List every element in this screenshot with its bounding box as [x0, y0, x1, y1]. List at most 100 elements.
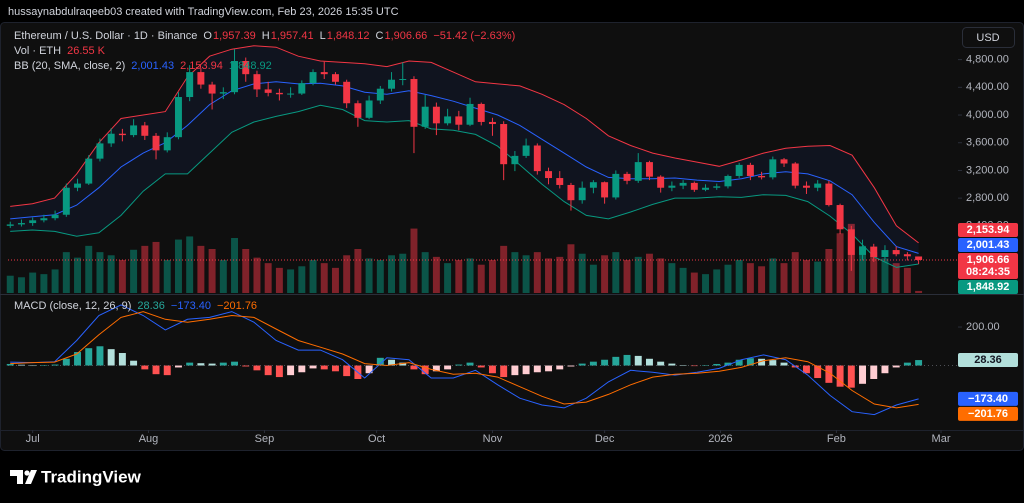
volume-bar — [6, 275, 14, 293]
candle-body — [320, 72, 328, 75]
legend-item: C — [376, 30, 384, 42]
x-tick-label: Jul — [26, 433, 40, 445]
volume-bar — [152, 241, 160, 293]
legend-item: Ethereum / U.S. Dollar · 1D · Binance — [14, 30, 197, 42]
volume-bar — [163, 260, 171, 293]
macd-histogram-bar — [96, 346, 104, 366]
macd-histogram-bar — [421, 365, 429, 375]
candle-body — [141, 125, 149, 136]
candle-body — [432, 106, 440, 124]
macd-histogram-bar — [645, 358, 653, 366]
volume-bar — [881, 258, 889, 293]
candle-body — [6, 224, 14, 226]
volume-bar — [331, 267, 339, 293]
volume-bar — [264, 263, 272, 293]
last-price-tag-label: 08:24:35 — [966, 266, 1010, 278]
macd-histogram-bar — [466, 362, 474, 366]
volume-bar — [186, 236, 194, 293]
volume-bar — [780, 263, 788, 293]
volume-bar — [444, 263, 452, 293]
volume-bar — [488, 260, 496, 293]
candle-body — [253, 74, 261, 90]
macd-histogram-bar — [320, 365, 328, 370]
candle-body — [85, 158, 93, 184]
volume-bar — [601, 255, 609, 293]
legend-item: 2,001.43 — [131, 60, 174, 72]
macd-histogram-bar — [17, 364, 25, 366]
volume-bar — [556, 256, 564, 293]
macd-histogram-bar — [130, 360, 138, 366]
legend-item: MACD (close, 12, 26, 9) — [14, 300, 131, 312]
macd-histogram-bar — [163, 365, 171, 376]
candle-body — [388, 79, 396, 89]
macd-histogram-bar — [264, 365, 272, 376]
x-tick-label: Dec — [595, 433, 615, 445]
macd-line-tag-label: −173.40 — [968, 393, 1008, 405]
volume-bar — [365, 258, 373, 293]
candle-body — [130, 125, 138, 136]
macd-histogram-bar — [724, 362, 732, 366]
volume-bar — [320, 263, 328, 293]
volume-bar — [298, 266, 306, 293]
macd-histogram-bar — [802, 365, 810, 374]
legend-item: 2,153.94 — [180, 60, 223, 72]
macd-histogram-bar — [915, 360, 923, 366]
macd-histogram-bar — [51, 364, 59, 366]
macd-histogram-bar — [870, 365, 878, 379]
candle-body — [657, 176, 665, 188]
macd-histogram-bar — [859, 365, 867, 384]
candle-body — [51, 214, 59, 219]
candle-body — [713, 186, 721, 188]
volume-bar — [679, 267, 687, 293]
volume-bar — [253, 257, 261, 293]
macd-histogram-bar — [758, 358, 766, 366]
candle-body — [746, 164, 754, 176]
currency-label[interactable]: USD — [976, 32, 999, 44]
candle-body — [836, 205, 844, 230]
currency-button[interactable] — [962, 27, 1015, 48]
candle-body — [511, 155, 519, 165]
macd-histogram-bar — [455, 364, 463, 366]
candle-body — [298, 83, 306, 94]
volume-bar — [455, 260, 463, 293]
candle-body — [275, 92, 283, 95]
volume-bar — [62, 252, 70, 293]
candle-body — [242, 61, 250, 75]
candle-body — [287, 93, 295, 95]
volume-bar — [802, 260, 810, 293]
macd-signal-tag — [958, 406, 1018, 421]
legend-item: −51.42 (−2.63%) — [433, 30, 515, 42]
candle-body — [40, 218, 48, 221]
last-price-tag — [958, 252, 1018, 279]
volume-bar — [578, 253, 586, 293]
volume-bar — [791, 252, 799, 293]
macd-histogram-bar — [152, 365, 160, 375]
candle-body — [152, 135, 160, 151]
legend-item: 1,848.12 — [327, 30, 370, 42]
volume-bar — [388, 255, 396, 293]
volume-bar — [421, 252, 429, 293]
macd-line — [10, 311, 919, 409]
candle-body — [567, 184, 575, 201]
volume-bar — [769, 258, 777, 293]
candle-body — [847, 229, 855, 255]
macd-histogram-bar — [769, 360, 777, 366]
candle-body — [231, 61, 239, 93]
candle-body — [500, 124, 508, 165]
volume-bar — [242, 249, 250, 293]
macd-histogram-bar — [186, 362, 194, 366]
volume-bar — [231, 238, 239, 293]
macd-histogram-bar — [825, 365, 833, 383]
candle-body — [791, 163, 799, 186]
volume-bar — [432, 256, 440, 293]
bb-lower-tag — [958, 279, 1018, 294]
macd-histogram-bar — [410, 365, 418, 370]
macd-histogram-bar — [432, 365, 440, 372]
logo-text: TradingView — [41, 467, 142, 486]
candle-body — [309, 72, 317, 84]
volume-bar — [208, 249, 216, 293]
macd-histogram-bar — [679, 365, 687, 366]
candle-body — [915, 256, 923, 260]
legend-item: 1,848.92 — [229, 60, 272, 72]
